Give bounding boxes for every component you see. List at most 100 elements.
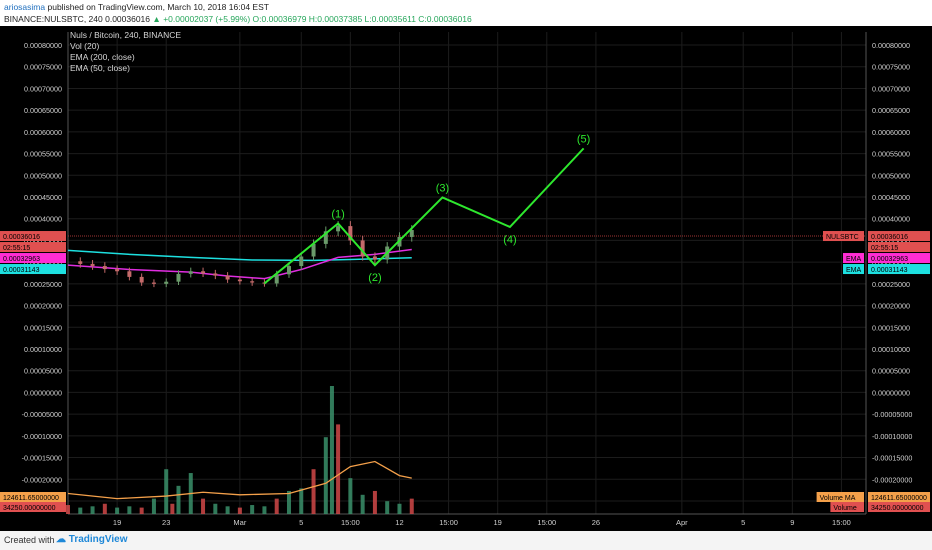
volume-bar <box>311 469 316 514</box>
volume-bar <box>151 498 156 514</box>
chart-area[interactable]: 0.00080000 0.00075000 0.00070000 0.00065000… <box>0 26 932 531</box>
y-tick-label-right: 0.00045000 <box>872 193 910 202</box>
volume-bar <box>360 494 365 514</box>
volume-bar <box>262 506 267 514</box>
volume-bar <box>372 490 377 514</box>
volume-bar <box>213 503 218 514</box>
y-tick-label: 0.00000000 <box>24 388 62 397</box>
author-link[interactable]: ariosasima <box>4 2 46 12</box>
price-tag-left-text: 0.00032963 <box>3 256 40 263</box>
cloud-icon: ☁ <box>56 534 66 545</box>
price-tag-left <box>0 231 66 242</box>
candle-body <box>164 281 169 284</box>
candle-body <box>213 273 218 276</box>
candle-body <box>90 263 95 267</box>
price-tag-right <box>868 264 930 275</box>
candle-body <box>176 273 181 282</box>
volume-bar <box>348 478 353 514</box>
y-tick-label: -0.00015000 <box>22 454 62 463</box>
vol-name-tag <box>830 502 864 512</box>
volume-bar <box>201 498 206 514</box>
price-tag-left-text: 0.00031143 <box>3 267 40 274</box>
price-tag-right-text: 0.00036016 <box>871 234 908 241</box>
volume-bar <box>385 501 390 514</box>
y-tick-label: 0.00070000 <box>24 84 62 93</box>
x-tick-label: Apr <box>676 518 688 527</box>
volume-bar <box>115 507 120 514</box>
y-tick-label-right: 0.00050000 <box>872 171 910 180</box>
x-tick-label: 26 <box>592 518 600 527</box>
y-tick-label-right: 0.00070000 <box>872 84 910 93</box>
vol-tag-right-text: 124611.65000000 <box>871 495 927 502</box>
candle-body <box>201 271 206 274</box>
volume-bar <box>164 469 169 514</box>
price-tag-left-text: 02:55:15 <box>3 245 30 252</box>
vol-tag-left-text: 124611.65000000 <box>3 495 59 502</box>
x-tick-label: 9 <box>790 518 794 527</box>
x-tick-label: 23 <box>162 518 170 527</box>
symbol-text: BINANCE:NULSBTC, 240 <box>4 14 103 24</box>
x-tick-label: 12 <box>395 518 403 527</box>
legend-ema50: EMA (50, close) <box>70 63 130 73</box>
volume-bar <box>250 505 255 514</box>
change-text: +0.00002037 (+5.99%) <box>163 14 251 24</box>
series-name-tag <box>843 264 864 275</box>
candle-body <box>372 256 377 260</box>
y-tick-label: 0.00060000 <box>24 128 62 137</box>
footer: Created with ☁ TradingView <box>0 531 932 550</box>
chart-header: ariosasima published on TradingView.com,… <box>0 0 932 26</box>
volume-bar <box>286 490 291 514</box>
series-name-text: EMA <box>846 267 862 274</box>
price-tag-right <box>868 253 930 264</box>
y-tick-label: -0.00005000 <box>22 410 62 419</box>
volume-bar <box>336 424 341 514</box>
vol-tag-left-text: 34250.00000000 <box>3 505 56 512</box>
volume-bar <box>299 488 304 514</box>
y-tick-label: 0.00025000 <box>24 280 62 289</box>
vol-tag-right <box>868 502 930 512</box>
candle-body <box>299 256 304 267</box>
y-tick-label: 0.00075000 <box>24 63 62 72</box>
y-tick-label-right: 0.00055000 <box>872 150 910 159</box>
candle-body <box>225 275 230 280</box>
last-price: 0.00036016 <box>105 14 151 24</box>
y-tick-label: 0.00065000 <box>24 106 62 115</box>
price-tag-left <box>0 242 66 253</box>
vol-tag-right <box>868 492 930 502</box>
candle-body <box>127 271 132 277</box>
y-tick-label: 0.00080000 <box>24 41 62 50</box>
y-tick-label-right: 0.00000000 <box>872 388 910 397</box>
wave-label: (5) <box>577 133 590 145</box>
series-name-text: EMA <box>846 256 862 263</box>
vol-tag-right-text: 34250.00000000 <box>871 505 924 512</box>
y-tick-label-right: -0.00010000 <box>872 432 912 441</box>
candle-body <box>139 276 144 283</box>
volume-bar <box>102 503 107 514</box>
volume-bar <box>139 507 144 514</box>
volume-bar <box>127 506 132 514</box>
y-tick-label-right: 0.00020000 <box>872 302 910 311</box>
price-tag-left <box>0 253 66 264</box>
series-name-tag <box>823 231 864 242</box>
y-tick-label-right: 0.00025000 <box>872 280 910 289</box>
volume-bar <box>237 507 242 514</box>
legend-vol: Vol (20) <box>70 41 99 51</box>
y-tick-label: 0.00010000 <box>24 345 62 354</box>
brand-text: TradingView <box>68 534 128 545</box>
candle-body <box>250 281 255 283</box>
vol-name-text: Volume MA <box>820 495 856 502</box>
candle-body <box>311 243 316 257</box>
y-tick-label-right: 0.00065000 <box>872 106 910 115</box>
x-tick-label: 5 <box>741 518 745 527</box>
candle-body <box>115 269 120 272</box>
price-tag-right-text: 02:55:15 <box>871 245 898 252</box>
tradingview-logo[interactable]: ☁ TradingView <box>56 534 128 545</box>
publish-line: ariosasima published on TradingView.com,… <box>4 2 269 12</box>
y-tick-label: 0.00045000 <box>24 193 62 202</box>
volume-ma-line <box>67 460 412 500</box>
ema200-line <box>67 249 412 262</box>
x-tick-label: Mar <box>233 518 246 527</box>
x-tick-label: 19 <box>494 518 502 527</box>
price-tag-right <box>868 231 930 242</box>
price-chart[interactable]: 0.00080000 0.00075000 0.00070000 0.00065000… <box>0 26 932 531</box>
